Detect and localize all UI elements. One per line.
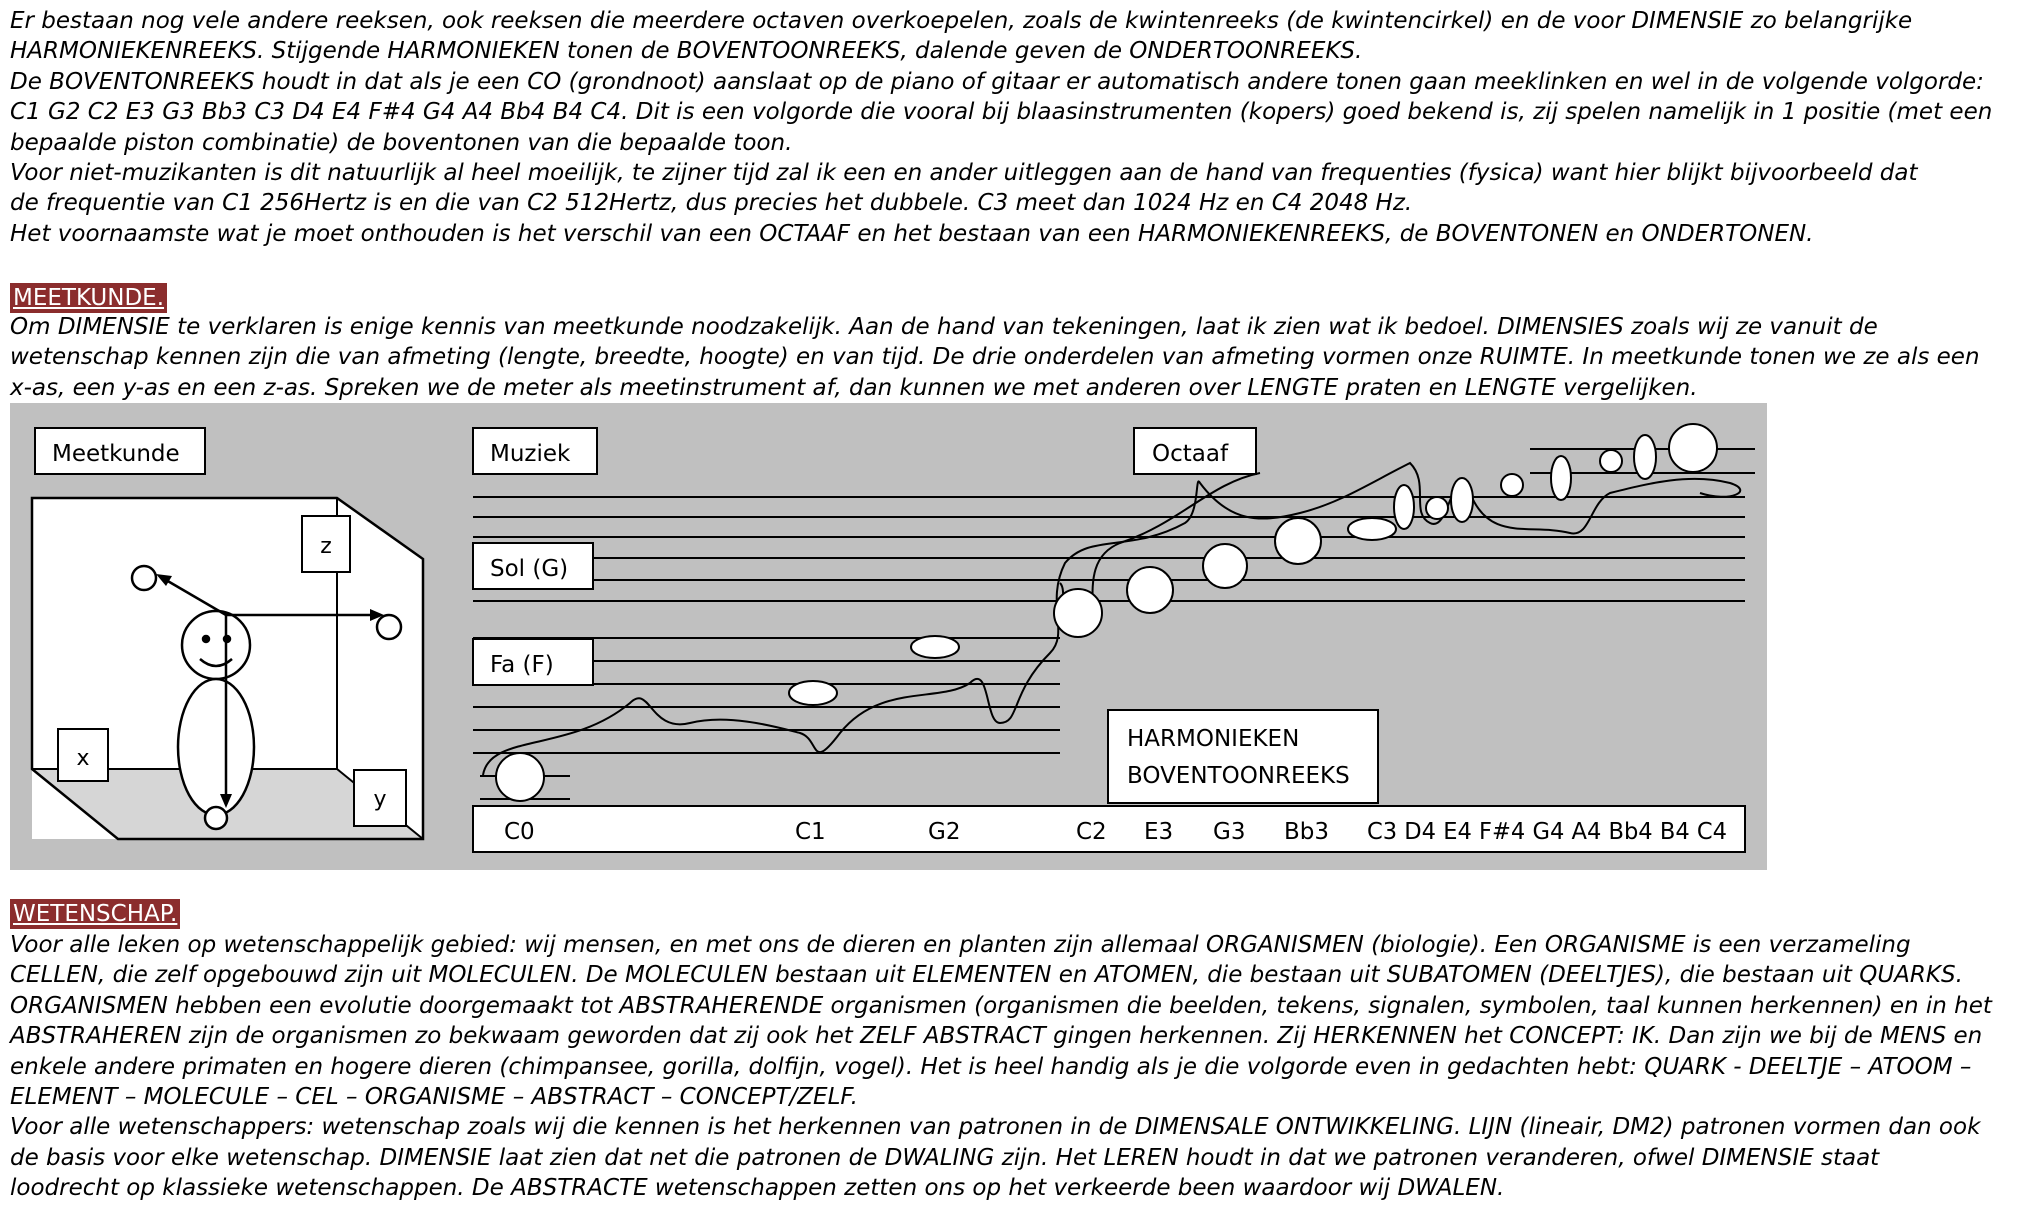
label-sol: Sol (G)	[490, 556, 568, 582]
note-head-b4	[1633, 434, 1657, 480]
figure-meetkunde-muziek: Meetkunde z x y	[10, 403, 1767, 870]
label-box-fa: Fa (F)	[472, 638, 594, 686]
note-head-c3	[1347, 517, 1397, 541]
svg-text:x: x	[76, 746, 89, 771]
note-head-c1	[788, 680, 838, 706]
note-name-g2: G2	[928, 819, 960, 845]
text-line: bepaalde piston combinatie) de boventone…	[10, 129, 793, 156]
label-box-muziek: Muziek	[472, 427, 598, 475]
label-box-sol: Sol (G)	[472, 542, 594, 590]
intro-paragraph: Er bestaan nog vele andere reeksen, ook …	[10, 6, 2022, 249]
text-line: Er bestaan nog vele andere reeksen, ook …	[10, 8, 1913, 34]
label-harmonieken: HARMONIEKEN	[1127, 726, 1299, 752]
note-names-c3-to-c4: C3 D4 E4 F#4 G4 A4 Bb4 B4 C4	[1367, 819, 1727, 845]
axis-label-x: x	[57, 728, 109, 782]
note-head-e4	[1425, 496, 1449, 520]
text-line: ORGANISMEN hebben een evolutie doorgemaa…	[10, 992, 1992, 1019]
text-line: De BOVENTONREEKS houdt in dat als je een…	[10, 68, 1984, 95]
text-line: CELLEN, die zelf opgebouwd zijn uit MOLE…	[10, 962, 1963, 989]
label-muziek: Muziek	[490, 441, 571, 467]
harmonic-wave-curve	[482, 461, 1742, 776]
label-octaaf: Octaaf	[1152, 441, 1229, 467]
note-head-e3	[1126, 566, 1174, 614]
section-heading-meetkunde: MEETKUNDE.	[10, 283, 168, 313]
note-head-c2	[1053, 588, 1103, 638]
note-head-d4	[1393, 484, 1415, 530]
person-body	[176, 677, 256, 817]
note-name-c0: C0	[504, 819, 535, 845]
axis-label-z: z	[301, 515, 351, 573]
axis-z-endpoint	[130, 564, 158, 592]
note-head-g2	[910, 635, 960, 659]
text-line: loodrecht op klassieke wetenschappen. De…	[10, 1175, 1505, 1202]
section-heading-wetenschap: WETENSCHAP.	[10, 899, 181, 929]
text-line: Voor alle wetenschappers: wetenschap zoa…	[10, 1114, 1981, 1141]
axis-y-endpoint	[203, 805, 229, 831]
text-line: Het voornaamste wat je moet onthouden is…	[10, 220, 1814, 247]
note-head-g3	[1202, 543, 1248, 589]
text-line: enkele andere primaten en hogere dieren …	[10, 1053, 1972, 1080]
person-figure	[176, 609, 256, 817]
axis-x-endpoint	[375, 613, 403, 641]
note-names-bar: C0 C1 G2 C2 E3 G3 Bb3 C3 D4 E4 F#4 G4 A4…	[472, 805, 1746, 853]
note-name-c2: C2	[1076, 819, 1107, 845]
text-line: ELEMENT – MOLECULE – CEL – ORGANISME – A…	[10, 1084, 858, 1111]
text-line: Om DIMENSIE te verklaren is enige kennis…	[10, 314, 1878, 340]
text-line: Voor alle leken op wetenschappelijk gebi…	[10, 932, 1911, 958]
note-head-g4	[1500, 473, 1524, 497]
label-meetkunde: Meetkunde	[52, 441, 180, 467]
upper-staff	[473, 448, 1755, 602]
axes-arrows	[130, 564, 403, 831]
text-line: ABSTRAHEREN zijn de organismen zo bekwaa…	[10, 1023, 1983, 1050]
note-head-c4	[1668, 423, 1718, 473]
note-name-c1: C1	[795, 819, 826, 845]
text-line: HARMONIEKENREEKS. Stijgende HARMONIEKEN …	[10, 38, 1363, 65]
note-name-e3: E3	[1144, 819, 1173, 845]
person-head	[180, 609, 252, 681]
text-line: de basis voor elke wetenschap. DIMENSIE …	[10, 1144, 1880, 1171]
text-line: Voor niet-muzikanten is dit natuurlijk a…	[10, 160, 1918, 187]
text-line: C1 G2 C2 E3 G3 Bb3 C3 D4 E4 F#4 G4 A4 Bb…	[10, 99, 1993, 126]
axis-label-y: y	[353, 769, 407, 827]
meetkunde-paragraph: Om DIMENSIE te verklaren is enige kennis…	[10, 312, 2022, 403]
svg-text:z: z	[320, 534, 332, 559]
label-box-meetkunde: Meetkunde	[34, 427, 206, 475]
label-boventoonreeks: BOVENTOONREEKS	[1127, 763, 1350, 789]
note-head-c0	[495, 752, 545, 802]
label-box-harmonieken: HARMONIEKEN BOVENTOONREEKS	[1107, 709, 1379, 804]
note-heads	[495, 423, 1718, 802]
note-head-bb4	[1599, 449, 1623, 473]
text-line: de frequentie van C1 256Hertz is en die …	[10, 190, 1413, 217]
note-head-a4	[1550, 455, 1572, 501]
svg-text:y: y	[373, 787, 386, 812]
note-head-fsharp4	[1450, 477, 1474, 523]
label-fa: Fa (F)	[490, 652, 554, 678]
text-line: x-as, een y-as en een z-as. Spreken we d…	[10, 374, 1698, 401]
note-name-g3: G3	[1213, 819, 1245, 845]
note-name-bb3: Bb3	[1284, 819, 1329, 845]
wetenschap-paragraph: Voor alle leken op wetenschappelijk gebi…	[10, 930, 2022, 1204]
label-box-octaaf: Octaaf	[1133, 427, 1257, 475]
note-head-bb3	[1274, 517, 1322, 565]
text-line: wetenschap kennen zijn die van afmeting …	[10, 344, 1980, 371]
